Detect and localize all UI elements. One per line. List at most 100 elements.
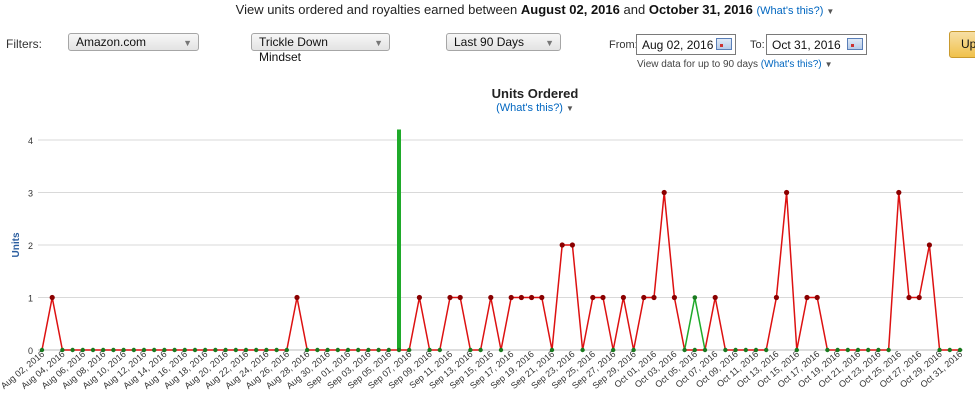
y-tick-label: 4 <box>28 136 33 146</box>
y-tick-label: 3 <box>28 189 33 199</box>
data-point-zero <box>427 347 432 353</box>
data-point-free <box>692 295 698 300</box>
data-point-paid <box>620 294 627 301</box>
data-point-zero <box>682 347 687 353</box>
data-point-zero <box>254 347 259 353</box>
header-and: and <box>623 2 646 17</box>
data-point-zero <box>274 347 279 353</box>
data-point-paid <box>49 294 55 301</box>
data-point-zero <box>345 347 351 353</box>
data-point-zero <box>876 347 881 353</box>
data-point-zero <box>60 347 65 353</box>
data-point-zero <box>305 347 310 353</box>
data-point-paid <box>294 294 300 301</box>
data-point-paid <box>896 189 902 196</box>
data-point-zero <box>70 347 75 353</box>
data-point-zero <box>356 347 361 353</box>
chevron-down-icon[interactable]: ▼ <box>565 104 574 113</box>
data-point-zero <box>468 347 473 353</box>
data-point-zero <box>478 347 483 353</box>
title-select[interactable]: Trickle Down Mindset ▼ <box>251 33 390 64</box>
data-point-paid <box>784 189 790 196</box>
data-point-zero <box>233 347 238 353</box>
data-point-paid <box>416 294 422 301</box>
period-select[interactable]: Last 90 Days ▼ <box>446 33 561 51</box>
data-point-zero <box>825 347 830 353</box>
chevron-down-icon[interactable]: ▼ <box>824 60 833 69</box>
chevron-down-icon[interactable]: ▼ <box>826 7 835 16</box>
range-note-text: View data for up to 90 days <box>637 59 759 70</box>
data-point-paid <box>590 294 596 301</box>
calendar-icon[interactable] <box>847 38 863 50</box>
data-point-zero <box>855 347 861 353</box>
series-line-paid <box>41 191 960 351</box>
data-point-zero <box>386 347 391 353</box>
data-point-paid <box>712 294 718 301</box>
data-point-zero <box>192 347 198 353</box>
data-point-zero <box>284 347 289 353</box>
date-range-header: View units ordered and royalties earned … <box>0 2 975 17</box>
data-point-zero <box>743 347 748 353</box>
data-point-zero <box>794 347 799 353</box>
to-label: To: <box>750 39 765 51</box>
data-point-zero <box>611 347 616 353</box>
y-tick-label: 1 <box>28 294 33 304</box>
data-point-paid <box>457 294 463 301</box>
chart-help-link[interactable]: (What's this?) <box>496 102 563 114</box>
marketplace-select[interactable]: Amazon.com ▼ <box>68 33 199 51</box>
data-point-paid <box>773 294 780 301</box>
filters-label: Filters: <box>6 37 42 51</box>
range-help-link[interactable]: (What's this?) <box>760 59 822 70</box>
data-point-paid <box>508 294 514 301</box>
from-label: From: <box>609 39 638 51</box>
data-point-paid <box>518 294 525 301</box>
data-point-paid <box>814 294 820 301</box>
header-start-date: August 02, 2016 <box>520 2 620 17</box>
data-point-zero <box>580 347 585 353</box>
data-point-paid <box>661 189 667 196</box>
data-point-zero <box>407 347 412 353</box>
y-axis-label: Units <box>11 232 22 257</box>
data-point-paid <box>916 294 922 301</box>
y-tick-label: 2 <box>28 241 33 251</box>
data-point-zero <box>223 347 228 353</box>
data-point-zero <box>366 347 371 353</box>
data-point-zero <box>172 347 177 353</box>
data-point-zero <box>764 347 769 353</box>
data-point-zero <box>121 347 126 353</box>
data-point-paid <box>488 294 494 301</box>
chevron-down-icon: ▼ <box>545 38 554 48</box>
calendar-icon[interactable] <box>716 38 732 50</box>
data-point-zero <box>213 347 218 353</box>
header-help-link[interactable]: (What's this?) <box>756 5 824 17</box>
data-point-zero <box>131 347 136 353</box>
data-point-zero <box>886 347 891 353</box>
data-point-paid <box>906 294 912 301</box>
data-point-zero <box>733 347 738 353</box>
update-button[interactable]: Up <box>949 31 975 58</box>
data-point-paid <box>529 294 535 301</box>
data-point-paid <box>641 294 647 301</box>
data-point-zero <box>845 347 850 353</box>
to-date-field[interactable]: Oct 31, 2016 <box>766 34 867 55</box>
header-prefix: View units ordered and royalties earned … <box>235 2 518 17</box>
data-point-zero <box>264 347 269 353</box>
data-point-zero <box>39 347 45 353</box>
data-point-zero <box>692 347 697 353</box>
data-point-zero <box>937 347 942 353</box>
to-date-value: Oct 31, 2016 <box>772 38 841 52</box>
marketplace-select-value: Amazon.com <box>76 35 147 49</box>
from-date-value: Aug 02, 2016 <box>642 38 714 52</box>
data-point-zero <box>325 347 330 353</box>
from-date-field[interactable]: Aug 02, 2016 <box>636 34 736 55</box>
data-point-zero <box>866 347 871 353</box>
data-point-paid <box>559 242 565 248</box>
data-point-paid <box>651 294 657 301</box>
data-point-paid <box>671 294 678 301</box>
data-point-paid <box>447 294 453 301</box>
data-point-paid <box>569 242 576 248</box>
data-point-zero <box>396 347 402 353</box>
data-point-zero <box>162 347 167 353</box>
data-point-zero <box>80 347 86 353</box>
